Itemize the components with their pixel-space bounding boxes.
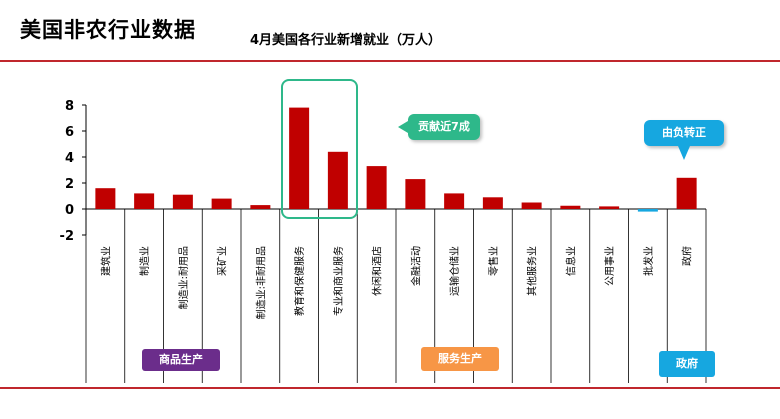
bar	[211, 198, 232, 209]
slide-title: 美国非农行业数据	[20, 18, 196, 42]
y-tick-label: 6	[65, 125, 74, 140]
y-tick-label: 8	[65, 99, 74, 114]
bar	[134, 193, 155, 209]
highlight-box	[281, 79, 358, 219]
bar	[327, 151, 348, 209]
category-label: 信息业	[564, 246, 577, 276]
category-label: 制造业:耐用品	[177, 246, 190, 309]
bar	[560, 205, 581, 209]
y-tick-label: 4	[65, 151, 74, 166]
category-label: 教育和保健服务	[293, 246, 306, 316]
bar	[637, 209, 658, 212]
category-label: 制造业:非耐用品	[254, 246, 267, 319]
category-label: 采矿业	[216, 246, 229, 276]
category-label: 政府	[681, 246, 694, 266]
group-label-goods: 商品生产	[142, 349, 220, 371]
group-label-service: 服务生产	[421, 347, 499, 371]
bar	[444, 193, 465, 209]
category-label: 公用事业	[603, 246, 616, 286]
category-label: 批发业	[642, 246, 655, 276]
chart-title: 4月美国各行业新增就业（万人）	[250, 33, 442, 48]
bar	[95, 188, 116, 209]
y-tick-label: 0	[65, 203, 74, 218]
bar	[676, 177, 697, 209]
bar	[482, 197, 503, 209]
category-label: 专业和商业服务	[332, 246, 345, 316]
bar	[172, 194, 193, 209]
callout-negative-to-positive: 由负转正	[644, 120, 724, 160]
callout-contribution: 贡献近7成	[398, 114, 480, 140]
category-label: 休闲和酒店	[371, 246, 384, 296]
y-tick-label: -2	[60, 229, 74, 244]
group-label-government: 政府	[659, 351, 715, 377]
bottom-divider	[0, 387, 780, 389]
bar	[289, 107, 310, 209]
bar	[250, 205, 271, 209]
top-divider	[0, 60, 780, 62]
bar	[599, 206, 620, 209]
category-label: 金融活动	[409, 246, 422, 286]
category-label: 建筑业	[99, 246, 112, 276]
category-label: 运输仓储业	[448, 246, 461, 296]
y-tick-label: 2	[65, 177, 74, 192]
bar	[366, 166, 387, 209]
category-label: 制造业	[138, 246, 151, 276]
bar	[405, 179, 426, 209]
category-label: 零售业	[487, 246, 500, 276]
bar	[521, 202, 542, 209]
category-label: 其他服务业	[526, 246, 539, 296]
